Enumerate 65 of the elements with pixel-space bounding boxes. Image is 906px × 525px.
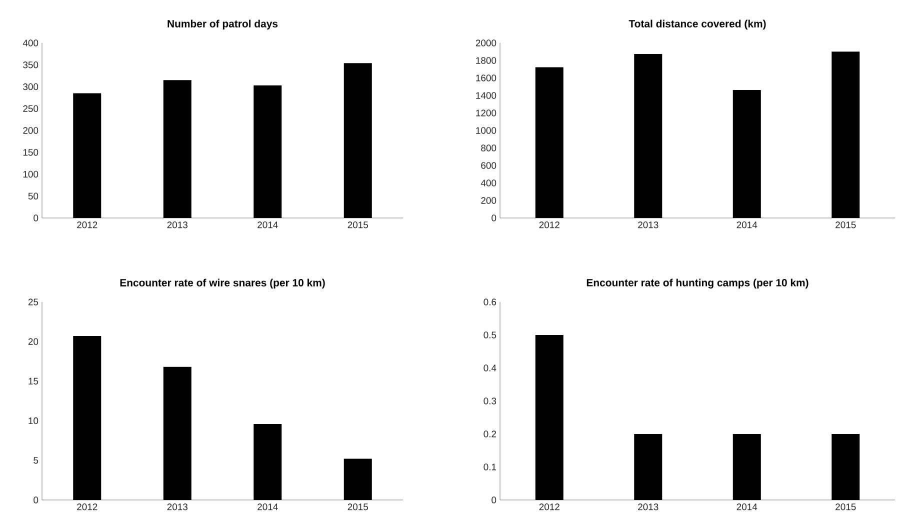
bar bbox=[73, 336, 102, 500]
x-tick-label: 2014 bbox=[258, 504, 278, 510]
x-tick-label: 2015 bbox=[348, 504, 368, 510]
x-tick-label: 2012 bbox=[539, 222, 560, 228]
bar bbox=[254, 424, 282, 500]
y-tick-label: 1400 bbox=[476, 92, 496, 99]
bar bbox=[163, 366, 192, 500]
x-tick-label: 2015 bbox=[348, 222, 368, 228]
y-tick-label: 0 bbox=[492, 214, 496, 222]
x-tick-label: 2015 bbox=[836, 504, 856, 510]
y-tick-label: 0 bbox=[34, 214, 38, 222]
x-tick-label: 2013 bbox=[638, 504, 658, 510]
y-tick-label: 250 bbox=[23, 105, 38, 112]
y-tick-label: 1600 bbox=[476, 74, 496, 82]
x-tick-label: 2014 bbox=[736, 222, 758, 228]
bar bbox=[73, 93, 102, 218]
x-tick-label: 2012 bbox=[77, 504, 98, 510]
x-tick-label: 2014 bbox=[258, 222, 278, 228]
y-tick-label: 2000 bbox=[476, 40, 496, 46]
bar bbox=[254, 85, 282, 218]
x-tick-label: 2012 bbox=[77, 222, 98, 228]
y-tick-label: 350 bbox=[23, 62, 38, 68]
y-tick-label: 200 bbox=[23, 127, 38, 134]
chart-title: Number of patrol days bbox=[168, 20, 278, 30]
y-tick-label: 400 bbox=[480, 180, 496, 186]
y-tick-label: 1000 bbox=[476, 127, 496, 134]
y-tick-label: 400 bbox=[22, 40, 38, 46]
x-tick-label: 2013 bbox=[167, 222, 188, 228]
y-tick-label: 0 bbox=[492, 496, 496, 504]
y-tick-label: 10 bbox=[28, 417, 38, 424]
y-tick-label: 1800 bbox=[476, 57, 496, 64]
x-tick-label: 2013 bbox=[638, 222, 658, 228]
bar bbox=[634, 54, 662, 218]
x-tick-label: 2013 bbox=[167, 504, 188, 510]
y-tick-label: 15 bbox=[28, 378, 38, 384]
y-tick-label: 50 bbox=[28, 192, 38, 200]
y-tick-label: 20 bbox=[28, 338, 38, 345]
y-tick-label: 600 bbox=[481, 162, 496, 169]
y-tick-label: 0.3 bbox=[484, 398, 496, 404]
bar bbox=[535, 67, 564, 218]
y-tick-label: 200 bbox=[481, 197, 496, 204]
bar bbox=[344, 63, 372, 218]
y-tick-label: 100 bbox=[23, 170, 38, 178]
y-tick-label: 5 bbox=[34, 457, 38, 464]
y-tick-label: 25 bbox=[28, 298, 38, 306]
y-tick-label: 300 bbox=[23, 83, 38, 90]
y-tick-label: 150 bbox=[23, 149, 38, 156]
y-tick-label: 0.5 bbox=[484, 332, 496, 338]
y-tick-label: 800 bbox=[481, 144, 496, 152]
y-tick-label: 1200 bbox=[476, 110, 496, 116]
y-tick-label: 0.6 bbox=[484, 298, 496, 306]
y-tick-label: 0.1 bbox=[484, 464, 496, 470]
x-tick-label: 2014 bbox=[736, 504, 758, 510]
y-tick-label: 0 bbox=[34, 496, 38, 504]
bar bbox=[832, 52, 860, 218]
x-tick-label: 2015 bbox=[836, 222, 856, 228]
chart-title: Total distance covered (km) bbox=[628, 20, 766, 30]
bar bbox=[732, 90, 761, 218]
chart-title: Encounter rate of hunting camps (per 10 km) bbox=[586, 278, 808, 288]
chart-title: Encounter rate of wire snares (per 10 km) bbox=[120, 278, 325, 288]
y-tick-label: 0.4 bbox=[484, 364, 496, 372]
y-tick-label: 0.2 bbox=[484, 430, 496, 438]
bar bbox=[344, 458, 372, 500]
bar bbox=[163, 80, 192, 218]
x-tick-label: 2012 bbox=[539, 504, 560, 510]
